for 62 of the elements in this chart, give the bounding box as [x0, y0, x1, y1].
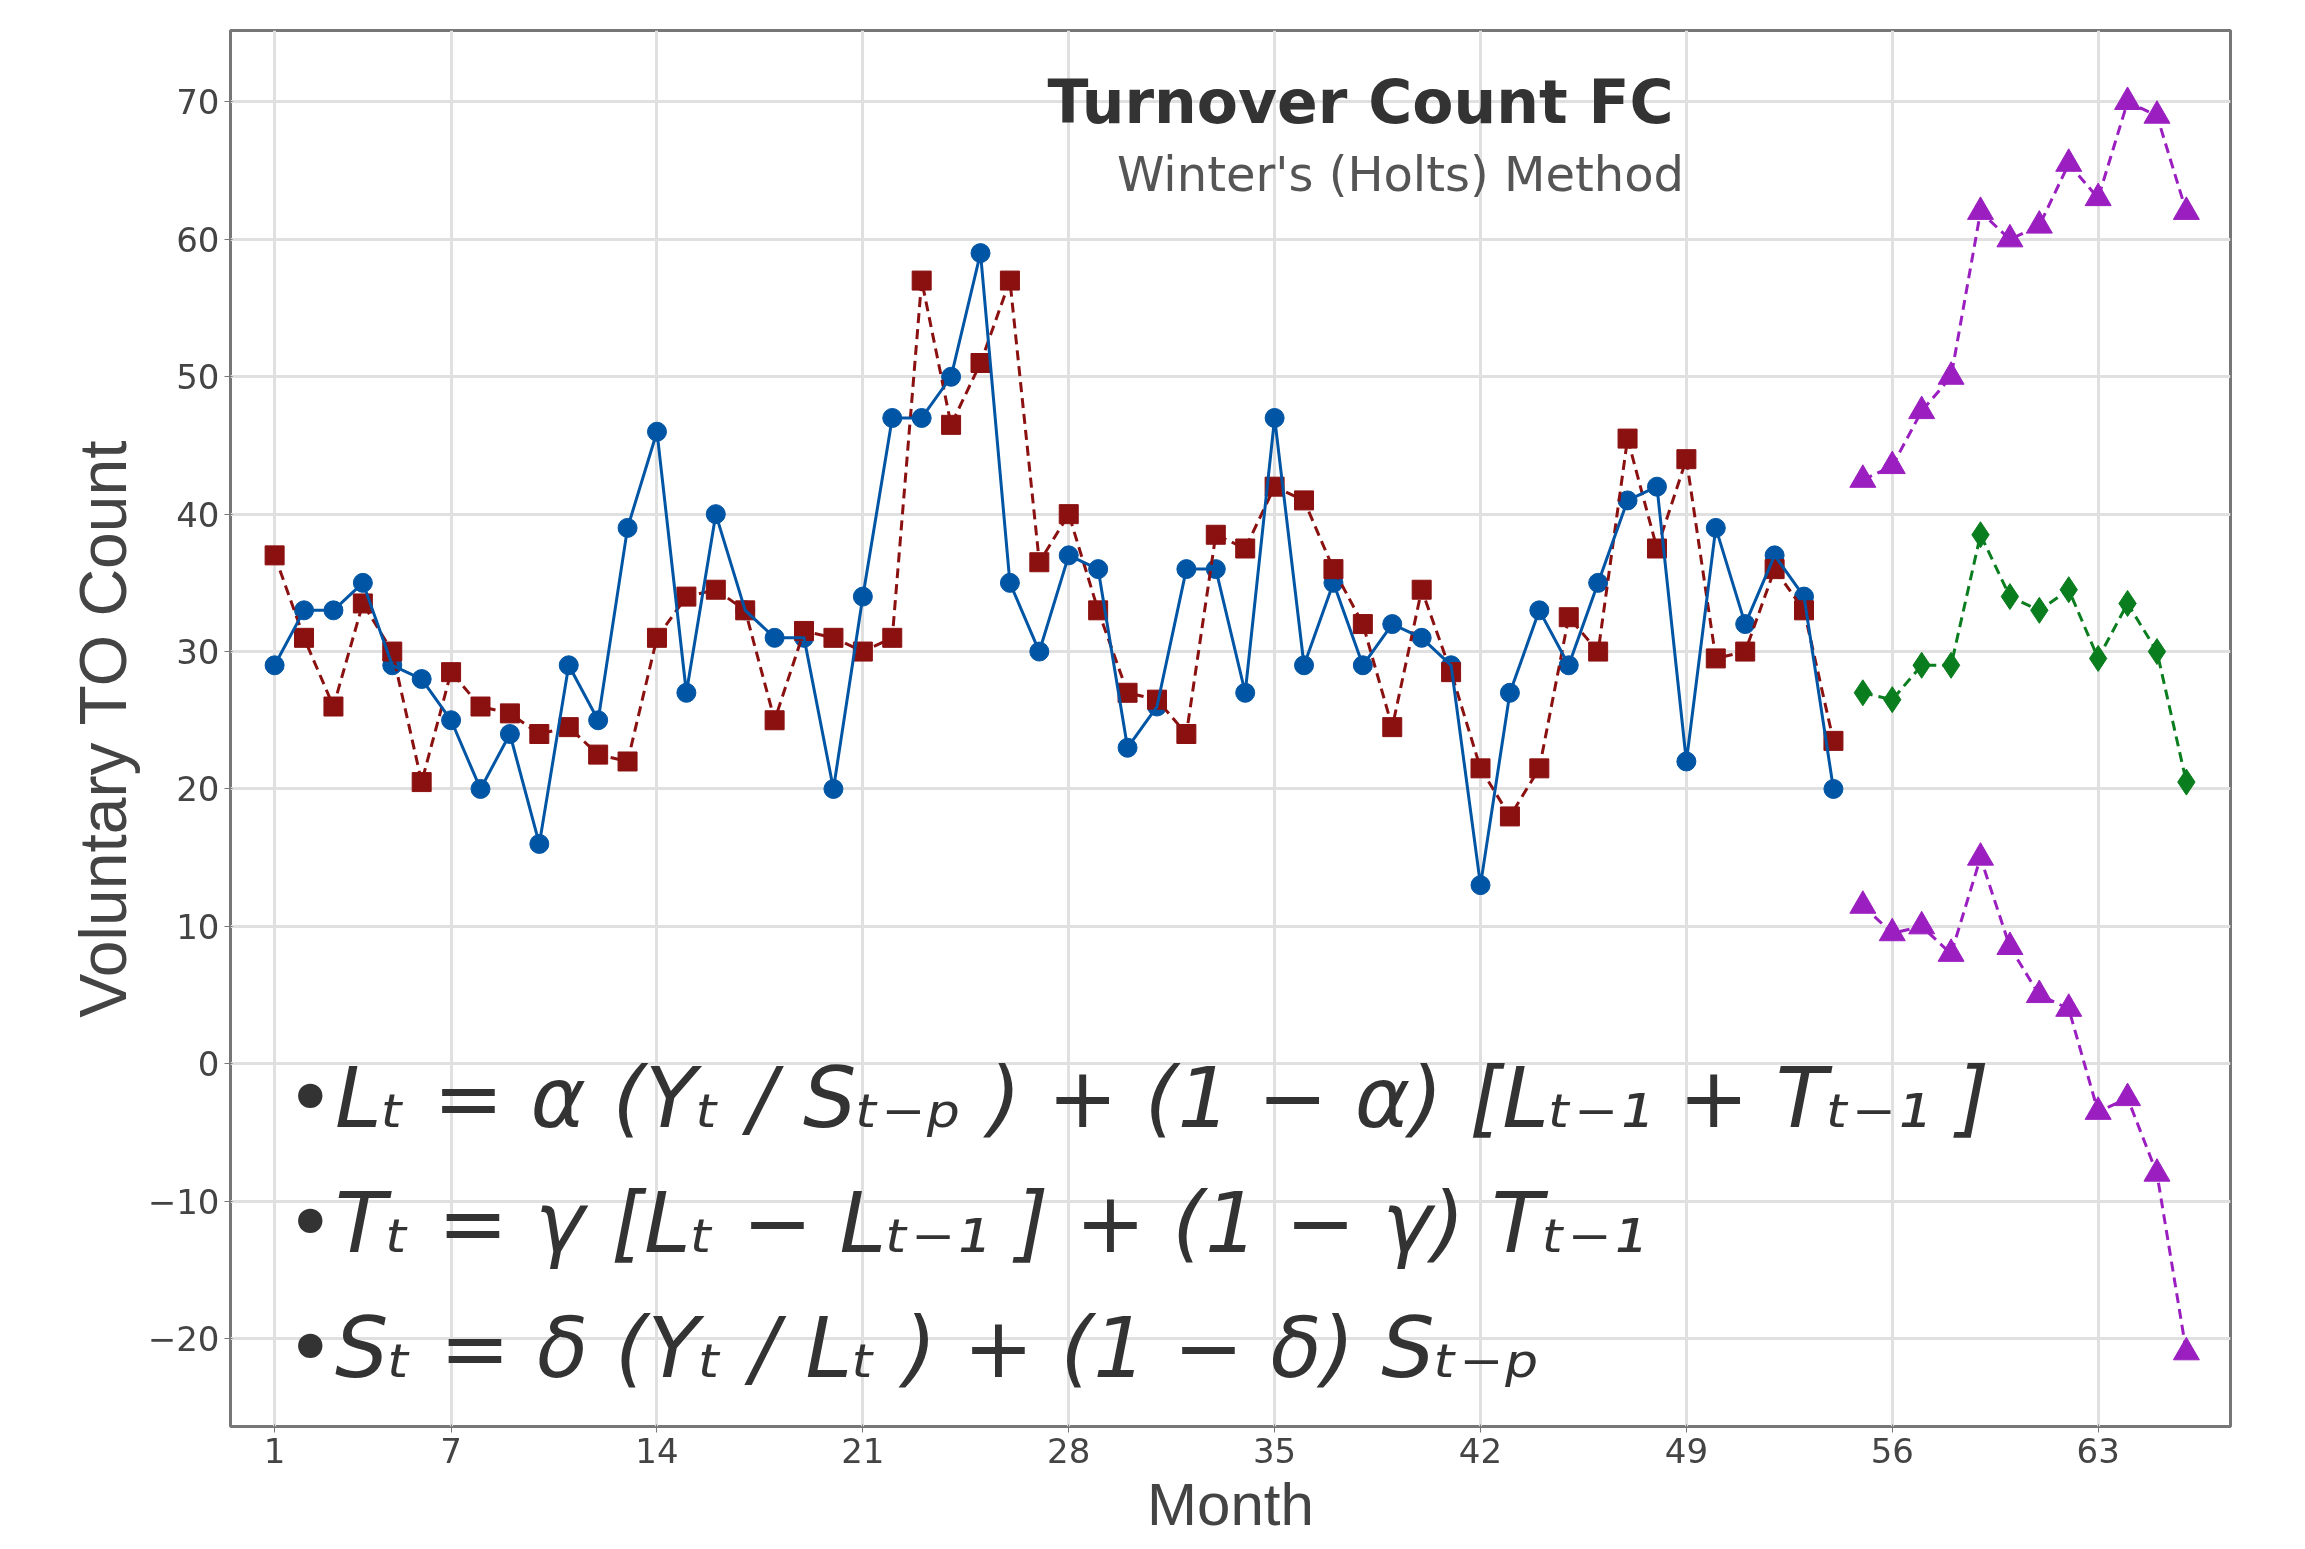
- point: [323, 696, 344, 717]
- point: [1853, 679, 1873, 707]
- point: [264, 655, 285, 676]
- y-tick-label: −20: [147, 1319, 220, 1360]
- point: [1382, 717, 1403, 738]
- x-tick-label: 35: [1252, 1430, 1297, 1471]
- x-tick-label: 1: [263, 1430, 286, 1471]
- x-tick-label: 63: [2076, 1430, 2120, 1471]
- point: [499, 703, 520, 724]
- y-tick-label: 20: [176, 769, 220, 810]
- point: [617, 751, 638, 772]
- point: [1235, 538, 1256, 559]
- point: [1499, 806, 1520, 827]
- x-tick-label: 49: [1664, 1430, 1709, 1471]
- point: [470, 696, 491, 717]
- y-tick-label: 40: [176, 494, 220, 535]
- point: [1617, 428, 1638, 449]
- x-tick-label: 14: [635, 1430, 679, 1471]
- point: [2088, 644, 2108, 672]
- y-tick-label: 0: [197, 1044, 220, 1085]
- point: [1029, 552, 1050, 573]
- y-axis-title: Voluntary TO Count: [65, 440, 140, 1018]
- y-tick-label: −10: [147, 1181, 220, 1222]
- point: [1588, 641, 1609, 662]
- point: [1470, 758, 1491, 779]
- y-tick-label: 60: [176, 219, 220, 260]
- point: [882, 627, 903, 648]
- x-tick-label: 42: [1458, 1430, 1503, 1471]
- point: [1735, 641, 1756, 662]
- point: [294, 627, 315, 648]
- point: [1676, 449, 1697, 470]
- point: [705, 579, 726, 600]
- point: [1823, 778, 1844, 799]
- point: [2000, 583, 2020, 611]
- point: [1323, 559, 1344, 580]
- point: [1176, 724, 1197, 744]
- point: [999, 270, 1020, 291]
- y-tick-label: 50: [176, 357, 220, 398]
- point: [1294, 490, 1315, 511]
- x-tick-label: 7: [440, 1430, 462, 1471]
- point: [264, 545, 285, 566]
- x-tick-label: 56: [1870, 1430, 1914, 1471]
- x-tick-label: 21: [841, 1430, 885, 1471]
- annotation: •Tₜ = γ [Lₜ − Lₜ₋₁ ] + (1 − γ) Tₜ₋₁: [285, 1173, 1646, 1272]
- point: [1705, 648, 1726, 669]
- annotation: •Sₜ = δ (Yₜ / Lₜ ) + (1 − δ) Sₜ₋ₚ: [285, 1298, 1540, 1397]
- point: [588, 744, 609, 765]
- x-tick-label: 28: [1047, 1430, 1091, 1471]
- point: [764, 710, 785, 731]
- point: [676, 586, 697, 607]
- y-tick-label: 70: [176, 82, 220, 123]
- point: [646, 627, 667, 648]
- point: [1529, 758, 1550, 779]
- point: [1411, 579, 1432, 600]
- text: Winter's (Holts) Method: [1116, 145, 1685, 202]
- x-axis-title: Month: [1147, 1470, 1314, 1538]
- y-tick-label: 10: [176, 906, 220, 947]
- text: Turnover Count FC: [1047, 66, 1674, 137]
- annotation: •Lₜ = α (Yₜ / Sₜ₋ₚ ) + (1 − α) [Lₜ₋₁ + Tₜ₋₁ ]: [285, 1048, 1990, 1147]
- y-tick-label: 30: [176, 632, 220, 673]
- point: [911, 270, 932, 291]
- point: [823, 627, 844, 648]
